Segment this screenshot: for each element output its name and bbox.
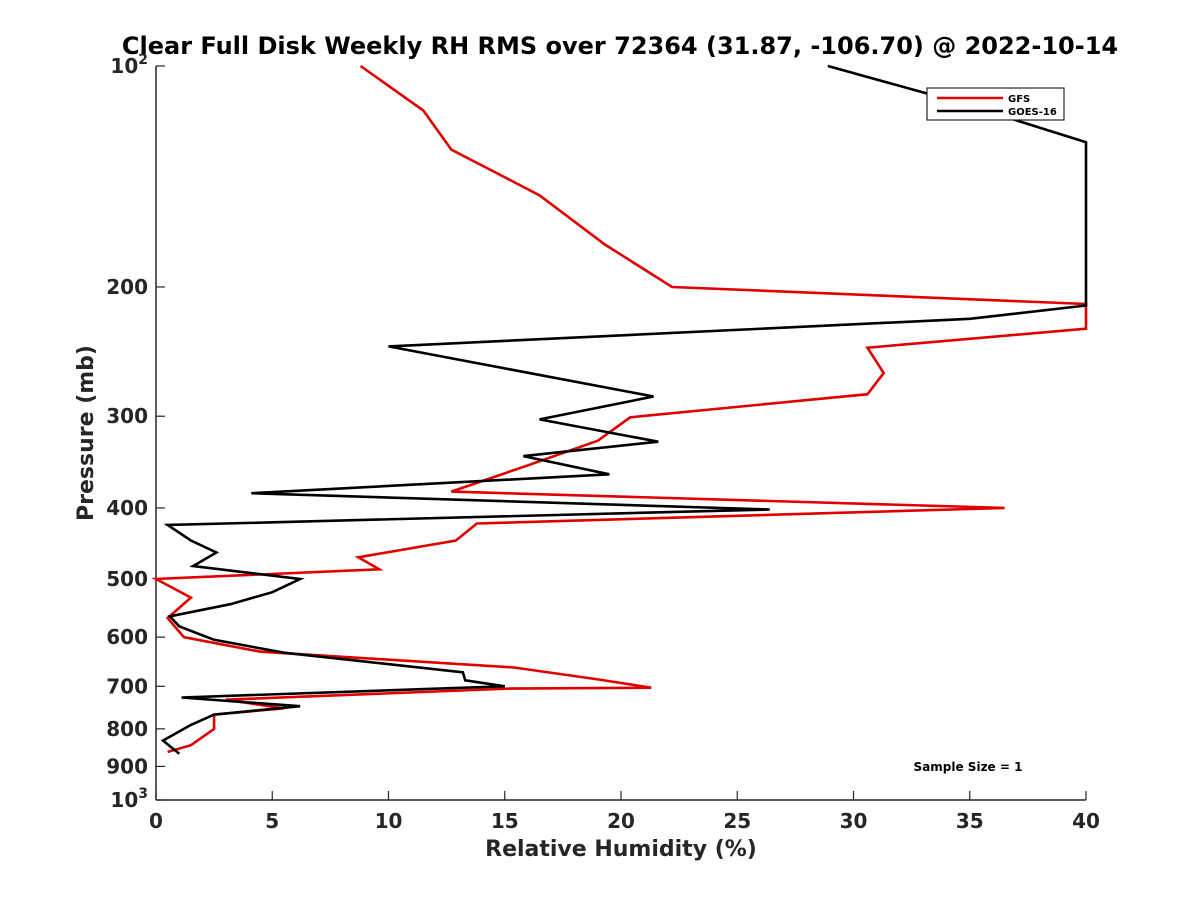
x-tick-label: 5	[265, 809, 279, 833]
y-tick-label: 700	[106, 674, 148, 698]
series-line-goes-16	[160, 64, 1088, 755]
x-tick-label: 30	[840, 809, 868, 833]
y-tick-label: 300	[106, 404, 148, 428]
x-tick-label: 35	[956, 809, 984, 833]
y-tick-label: 103	[110, 786, 148, 812]
y-tick-label: 400	[106, 496, 148, 520]
x-tick-label: 20	[607, 809, 635, 833]
y-axis-label: Pressure (mb)	[74, 345, 99, 521]
y-tick-label: 200	[106, 275, 148, 299]
x-tick-label: 15	[491, 809, 519, 833]
y-tick-label: 800	[106, 717, 148, 741]
y-tick-label: 102	[110, 52, 148, 78]
y-axis-ticks: 102 200 300 400 500 600 700 800 900 103	[106, 52, 165, 812]
x-tick-label: 25	[723, 809, 751, 833]
x-axis-ticks: 0 5 10 15 20 25 30 35 40	[149, 791, 1100, 833]
y-tick-label: 600	[106, 625, 148, 649]
chart-title: Clear Full Disk Weekly RH RMS over 72364…	[122, 32, 1118, 60]
legend-label: GFS	[1008, 94, 1030, 105]
sample-size-annotation: Sample Size = 1	[914, 760, 1023, 774]
legend: GFS GOES-16	[926, 87, 1065, 121]
x-tick-label: 0	[149, 809, 163, 833]
series-line-gfs	[151, 64, 1088, 754]
legend-box	[926, 87, 1065, 121]
y-tick-label: 900	[106, 754, 148, 778]
plot-axes	[155, 66, 1086, 801]
y-tick-label: 500	[106, 567, 148, 591]
legend-label: GOES-16	[1008, 107, 1057, 118]
x-tick-label: 10	[375, 809, 403, 833]
series-lines	[151, 64, 1088, 755]
x-tick-label: 40	[1072, 809, 1100, 833]
x-axis-label: Relative Humidity (%)	[485, 837, 757, 862]
